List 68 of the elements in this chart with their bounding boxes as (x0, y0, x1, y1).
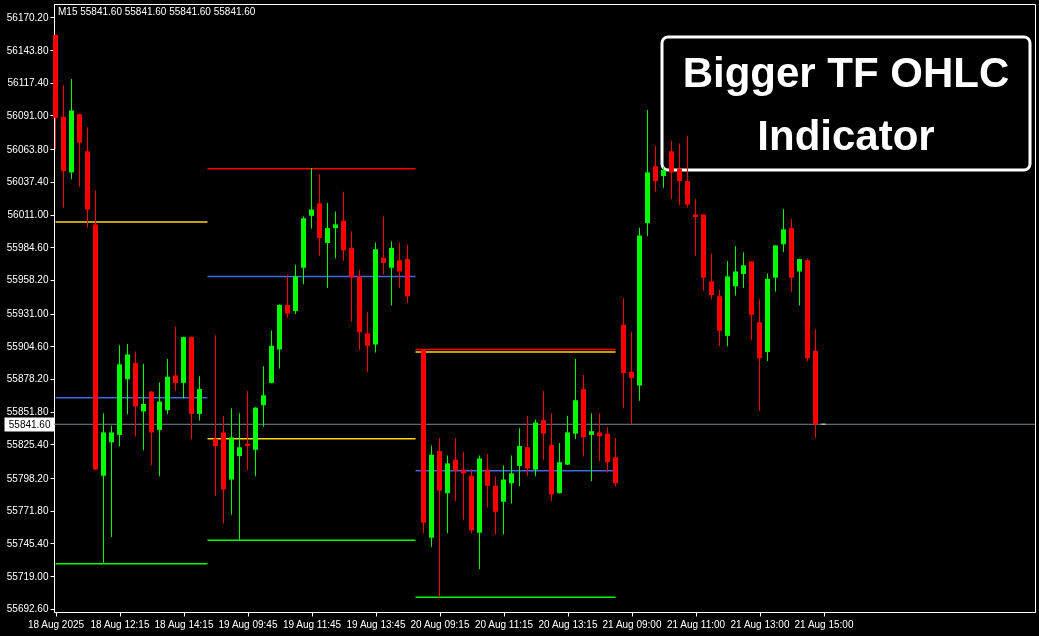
candlestick (541, 391, 546, 461)
x-tick-label: 18 Aug 2025 (27, 618, 85, 630)
y-tick-label: 56170.20 (6, 11, 49, 23)
candlestick (661, 166, 666, 188)
y-tick-label: 55851.80 (6, 406, 49, 418)
x-tick-label: 20 Aug 11:15 (474, 618, 534, 630)
candlestick (365, 311, 370, 373)
candlestick (213, 335, 218, 497)
x-tick-label: 21 Aug 11:00 (666, 618, 726, 630)
candlestick (285, 274, 290, 318)
y-tick-label: 56117.40 (7, 77, 49, 89)
x-tick-label: 21 Aug 15:00 (794, 618, 854, 630)
candlestick (525, 415, 530, 477)
y-tick-label: 55825.40 (6, 438, 49, 450)
x-tick-label: 19 Aug 11:45 (282, 618, 342, 630)
x-tick-label: 21 Aug 13:00 (730, 618, 790, 630)
candlestick (781, 209, 786, 253)
y-tick-label: 56037.40 (6, 176, 49, 188)
y-tick-label: 56063.80 (6, 143, 49, 155)
candlestick (509, 455, 514, 504)
candlestick (325, 202, 330, 289)
x-tick-label: 18 Aug 12:15 (90, 618, 150, 630)
candlestick (141, 363, 146, 451)
y-tick-label: 56091.00 (6, 109, 49, 121)
candlestick (669, 140, 674, 199)
y-tick-label: 55878.20 (6, 373, 49, 385)
candlestick (485, 454, 490, 508)
y-tick-label: 55958.20 (6, 274, 49, 286)
candlestick (517, 428, 522, 487)
candlestick (501, 465, 506, 535)
candlestick (677, 143, 682, 206)
candlestick (797, 258, 802, 306)
candlestick (333, 211, 338, 259)
y-tick-label: 55745.40 (6, 537, 49, 549)
candlestick (261, 366, 266, 427)
candlestick (381, 216, 386, 275)
candlestick (109, 425, 114, 537)
y-tick-label: 55771.80 (6, 505, 49, 517)
y-tick-label: 55904.60 (6, 340, 49, 352)
candlestick (741, 252, 746, 289)
x-tick-label: 18 Aug 14:15 (154, 618, 214, 630)
y-tick-label: 55719.00 (6, 570, 49, 582)
candlestick (389, 241, 394, 306)
x-tick-label: 19 Aug 13:45 (346, 618, 406, 630)
candlestick (653, 145, 658, 192)
x-tick-label: 19 Aug 09:45 (218, 618, 278, 630)
text: Bigger TF OHLC Indicator (682, 49, 1010, 159)
candlestick (709, 253, 714, 300)
candlestick (589, 413, 594, 482)
x-tick-label: 20 Aug 13:15 (538, 618, 598, 630)
candlestick (173, 326, 178, 391)
y-tick-label: 55798.20 (6, 472, 49, 484)
x-tick-label: 21 Aug 09:00 (602, 618, 662, 630)
y-tick-label: 55984.60 (6, 241, 49, 253)
candlestick (309, 168, 314, 229)
candlestick (629, 331, 634, 425)
candlestick (397, 242, 402, 289)
y-tick-label: 55931.00 (6, 308, 49, 320)
y-tick-label: 55692.60 (6, 603, 49, 615)
y-tick-label: 56011.00 (7, 209, 49, 221)
x-tick-label: 20 Aug 09:15 (410, 618, 470, 630)
candlestick (733, 246, 738, 296)
candlestick (597, 413, 602, 462)
y-tick-label: 56143.80 (6, 44, 49, 56)
candlestick (685, 136, 690, 208)
ref-line-label: 55841.60 (8, 418, 51, 430)
annotation: M15 55841.60 55841.60 55841.60 55841.60 (58, 6, 256, 17)
candlestick (453, 438, 458, 502)
